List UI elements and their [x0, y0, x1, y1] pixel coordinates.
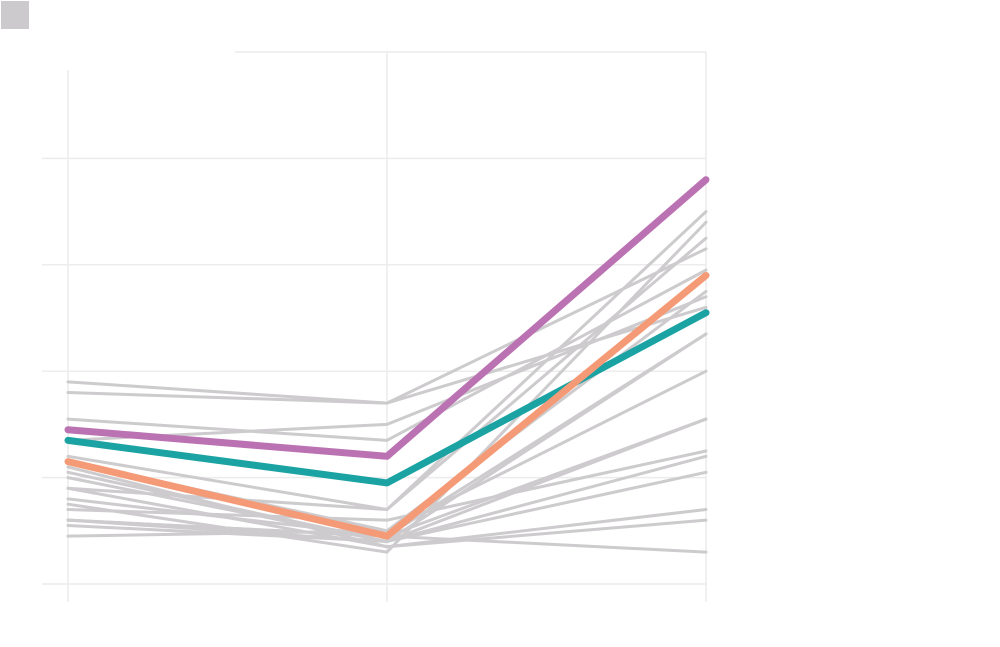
- series-line: [66, 236, 708, 512]
- highlighted-series: [64, 176, 710, 540]
- series-line: [66, 268, 708, 442]
- highlighted-series-line: [64, 271, 710, 540]
- series-line: [66, 486, 708, 549]
- legend-swatch[interactable]: [1, 1, 29, 29]
- highlighted-series-line: [64, 309, 710, 487]
- series-line: [66, 417, 708, 543]
- highlighted-series-line: [64, 176, 710, 460]
- series-line: [66, 449, 708, 522]
- grid: [42, 51, 707, 602]
- series-line: [66, 305, 708, 405]
- series-line: [66, 220, 708, 554]
